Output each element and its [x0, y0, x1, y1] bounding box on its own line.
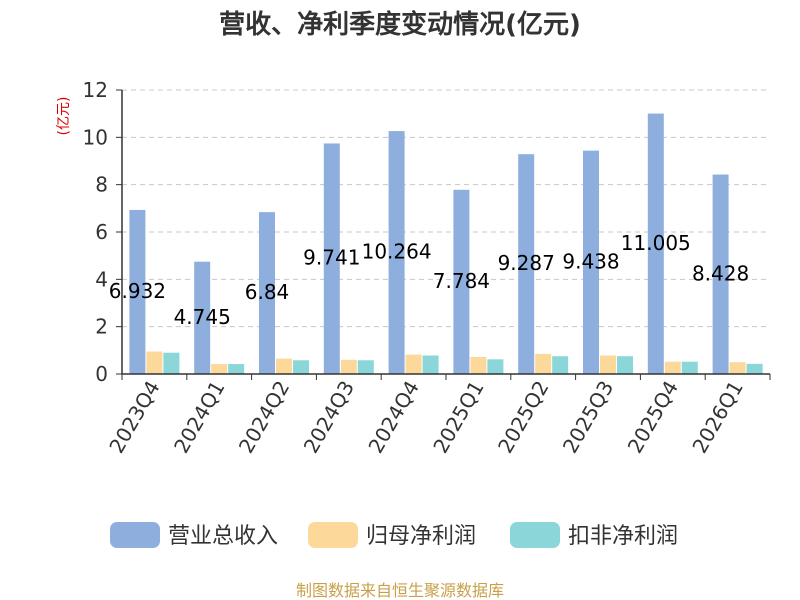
y-tick-label: 4	[95, 267, 108, 291]
bar-2025Q3-归母净利润	[600, 355, 616, 374]
y-tick-label: 8	[95, 173, 108, 197]
x-tick-label: 2024Q3	[299, 377, 359, 458]
y-tick-label: 12	[83, 78, 108, 102]
bar-2024Q3-扣非净利润	[357, 360, 374, 374]
y-tick-label: 10	[83, 125, 108, 149]
data-label: 8.428	[692, 261, 749, 285]
bar-2024Q3-营业总收入	[323, 143, 340, 374]
bar-2025Q2-扣非净利润	[552, 356, 569, 374]
bar-2024Q2-扣非净利润	[293, 360, 309, 374]
bar-2025Q4-扣非净利润	[681, 361, 698, 374]
x-tick-label: 2025Q3	[558, 377, 618, 458]
data-label: 9.438	[562, 249, 619, 273]
y-axis-label: (亿元)	[56, 97, 72, 136]
data-label: 11.005	[621, 231, 691, 255]
legend-label: 扣非净利润	[568, 524, 678, 549]
x-tick-label: 2026Q1	[687, 377, 747, 458]
bar-2025Q4-营业总收入	[647, 113, 664, 374]
data-label: 9.741	[303, 246, 360, 270]
data-label: 7.784	[433, 269, 490, 293]
bar-2023Q4-扣非净利润	[163, 352, 180, 374]
x-tick-label: 2023Q4	[104, 377, 164, 458]
data-label: 9.287	[498, 251, 555, 275]
y-axis-ticks: 0 2 4 6 8 10 12	[83, 78, 122, 386]
legend: 营业总收入 归母净利润 扣非净利润	[110, 522, 678, 549]
chart-title: 营收、净利季度变动情况(亿元)	[219, 9, 581, 40]
y-tick-label: 6	[95, 220, 108, 244]
x-axis-ticks: 2023Q4 2024Q1 2024Q2 2024Q3 2024Q4 2025Q1 2025…	[104, 374, 771, 458]
x-tick-label: 2025Q1	[428, 377, 488, 458]
y-tick-label: 0	[95, 362, 108, 386]
bar-2025Q2-营业总收入	[518, 154, 535, 374]
bar-2024Q3-归母净利润	[340, 359, 357, 374]
legend-swatch	[510, 522, 560, 548]
data-label: 6.932	[109, 279, 166, 303]
legend-swatch	[308, 522, 358, 548]
bar-2026Q1-营业总收入	[712, 174, 729, 374]
data-label: 6.84	[245, 280, 290, 304]
bar-2023Q4-营业总收入	[129, 209, 146, 374]
x-tick-label: 2025Q2	[493, 377, 553, 458]
bar-2024Q2-归母净利润	[276, 358, 292, 374]
bar-2024Q4-归母净利润	[405, 354, 422, 374]
bar-2025Q2-归母净利润	[535, 353, 552, 374]
bar-2024Q1-营业总收入	[194, 261, 211, 374]
x-tick-label: 2025Q4	[623, 377, 683, 458]
legend-label: 归母净利润	[366, 524, 476, 549]
bar-2023Q4-归母净利润	[146, 351, 163, 374]
bar-2025Q4-归母净利润	[664, 361, 681, 374]
legend-label: 营业总收入	[168, 524, 278, 549]
source-note: 制图数据来自恒生聚源数据库	[296, 581, 504, 600]
data-label: 4.745	[174, 305, 231, 329]
bar-2024Q1-归母净利润	[211, 364, 228, 374]
bar-2024Q2-营业总收入	[259, 212, 275, 374]
x-tick-label: 2024Q2	[234, 377, 294, 458]
bar-2025Q1-营业总收入	[453, 189, 470, 374]
bar-2025Q3-扣非净利润	[617, 356, 633, 374]
bar-2025Q1-归母净利润	[470, 356, 487, 374]
bar-2024Q1-扣非净利润	[228, 364, 245, 374]
y-tick-label: 2	[95, 315, 108, 339]
x-tick-label: 2024Q1	[169, 377, 229, 458]
bar-2025Q1-扣非净利润	[487, 359, 504, 374]
bar-2024Q4-扣非净利润	[422, 355, 439, 374]
bar-2024Q4-营业总收入	[388, 131, 405, 374]
bar-2026Q1-扣非净利润	[746, 363, 763, 374]
data-label: 10.264	[362, 240, 432, 264]
bar-2026Q1-归母净利润	[729, 362, 746, 374]
bars	[129, 113, 763, 374]
bar-2025Q3-营业总收入	[583, 150, 599, 374]
x-tick-label: 2024Q4	[363, 377, 423, 458]
legend-swatch	[110, 522, 160, 548]
